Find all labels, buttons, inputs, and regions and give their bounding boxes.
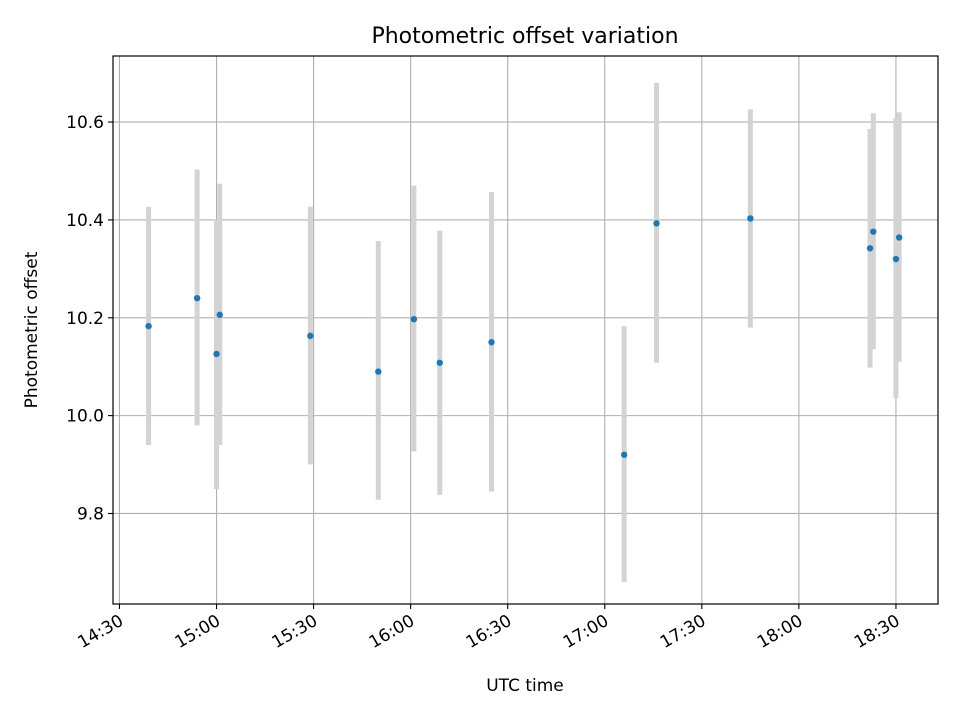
data-point — [870, 228, 877, 235]
data-point — [213, 350, 220, 358]
plot-frame — [112, 55, 939, 605]
data-point — [620, 451, 628, 458]
data-point — [307, 332, 314, 340]
data-point — [145, 322, 152, 330]
data-point — [866, 245, 874, 252]
data-point — [747, 215, 754, 222]
y-tick-label: 9.8 — [77, 504, 104, 524]
data-point — [216, 311, 223, 319]
y-tick-label: 10.6 — [66, 113, 104, 133]
data-point — [193, 294, 201, 302]
data-point — [410, 316, 418, 323]
data-point — [653, 220, 660, 227]
data-point — [436, 359, 443, 366]
y-axis-label: Photometric offset — [22, 251, 42, 408]
x-axis-label: UTC time — [486, 676, 564, 696]
y-axis: 9.8 10.0 10.2 10.4 10.6 — [66, 113, 113, 524]
data-point — [895, 234, 903, 241]
chart-title: Photometric offset variation — [371, 24, 678, 49]
data-points — [145, 215, 903, 458]
data-point — [375, 368, 382, 375]
grid — [113, 56, 938, 604]
y-tick-label: 10.0 — [66, 407, 104, 427]
data-point — [488, 339, 495, 346]
y-tick-label: 10.2 — [66, 309, 104, 329]
y-tick-label: 10.4 — [66, 211, 104, 231]
data-point — [892, 255, 900, 263]
